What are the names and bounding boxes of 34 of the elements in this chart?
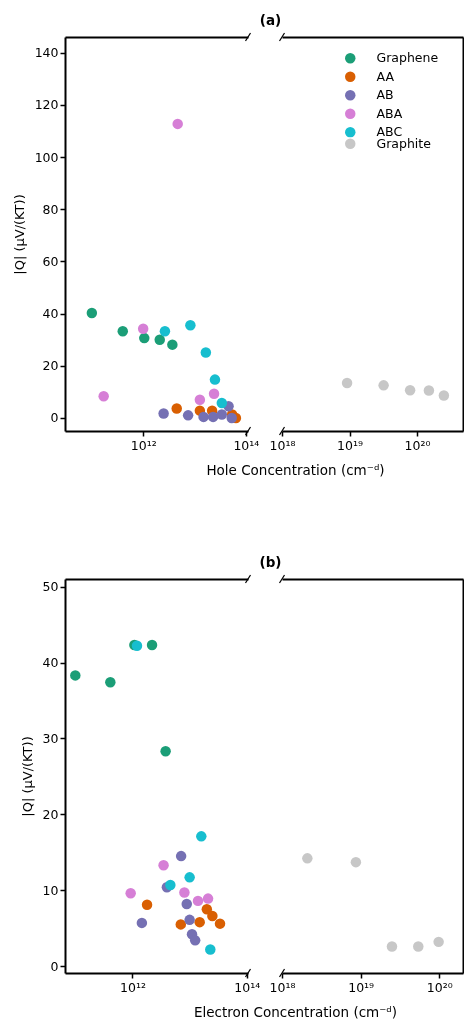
legend-label: Graphene: [376, 50, 439, 66]
y-tick-label: 30: [42, 730, 59, 746]
x-tick-label: 10¹⁴: [234, 979, 261, 995]
x-tick-label: 10¹⁹: [348, 979, 375, 995]
y-tick-label: 0: [50, 958, 59, 974]
y-tick-label: 100: [34, 149, 59, 165]
x-axis-title: Hole Concentration (cm⁻ᵈ): [206, 461, 385, 478]
chart-title: (a): [259, 11, 282, 28]
x-tick-label: 10¹⁴: [233, 437, 260, 453]
legend-label: ABA: [376, 105, 403, 121]
y-tick-label: 140: [34, 45, 59, 61]
y-tick-label: 80: [42, 201, 59, 217]
y-axis-title: |Q| (μV/(KT)): [19, 736, 35, 817]
x-axis-title: Electron Concentration (cm⁻ᵈ): [193, 1003, 398, 1020]
y-tick-label: 50: [42, 579, 59, 595]
x-tick-label: 10¹⁸: [269, 437, 296, 453]
y-tick-label: 0: [50, 410, 59, 426]
y-tick-label: 120: [34, 97, 59, 113]
x-tick-label: 10¹⁸: [269, 979, 296, 995]
x-tick-label: 10¹²: [130, 437, 157, 453]
x-tick-label: 10²⁰: [426, 979, 453, 995]
legend-label: AB: [376, 87, 394, 103]
x-tick-label: 10¹⁹: [337, 437, 363, 453]
chart-title: (b): [259, 553, 282, 570]
y-tick-label: 10: [42, 882, 59, 898]
x-tick-label: 10²⁰: [404, 437, 431, 453]
y-tick-label: 20: [42, 358, 59, 374]
legend-label: AA: [376, 68, 395, 84]
y-tick-label: 60: [42, 253, 59, 269]
y-tick-label: 40: [42, 655, 59, 671]
y-tick-label: 40: [42, 306, 59, 322]
y-tick-label: 20: [42, 806, 59, 822]
x-tick-label: 10¹²: [120, 979, 146, 995]
y-axis-title: |Q| (μV/(KT)): [11, 194, 27, 275]
